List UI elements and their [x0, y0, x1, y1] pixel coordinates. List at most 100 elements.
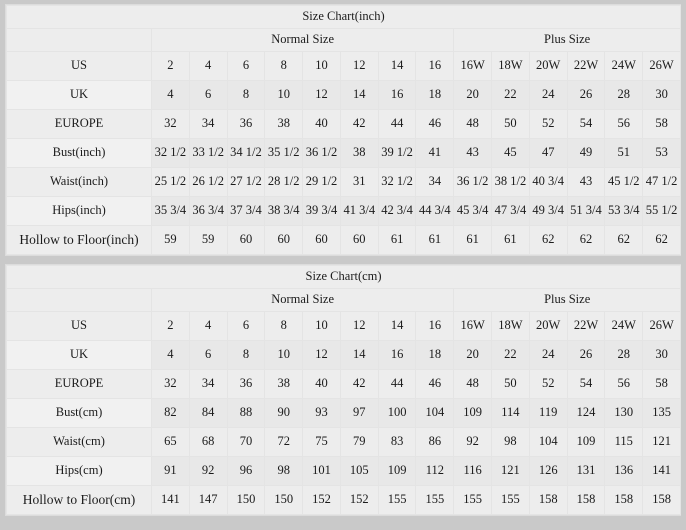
table-row: Hollow to Floor(cm) 141 147 150 150 152 152 155…: [6, 485, 682, 515]
table-cell: 51: [604, 138, 644, 168]
table-cell: 16: [377, 340, 417, 370]
table-cell: 93: [302, 398, 341, 428]
table-cell: 22W: [566, 51, 606, 81]
table-cell: 114: [491, 398, 530, 428]
table-cell: 14: [339, 80, 379, 110]
table-cell: 28 1/2: [264, 167, 304, 197]
table-cell: 152: [339, 485, 379, 515]
row-label: Hollow to Floor(inch): [6, 225, 152, 255]
table-cell: 46: [415, 109, 455, 139]
table-cell: 42: [339, 369, 379, 399]
table-cell: 22: [491, 340, 530, 370]
table-cell: 54: [566, 109, 606, 139]
table-cell: 65: [151, 427, 190, 457]
group-header-corner: [6, 288, 152, 312]
table-cell: 10: [302, 51, 341, 81]
table-cell: 33 1/2: [188, 138, 228, 168]
table-cell: 50: [491, 109, 530, 139]
table-cell: 18W: [491, 311, 530, 341]
table-cell: 119: [528, 398, 568, 428]
table-cell: 41 3/4: [339, 196, 379, 226]
table-cell: 152: [302, 485, 341, 515]
table-cell: 26: [566, 80, 606, 110]
table-row: UK 4 6 8 10 12 14 16 18 20 22 24 26 28 30: [6, 80, 681, 110]
table-cell: 24W: [604, 311, 644, 341]
table-cell: 52: [528, 369, 568, 399]
table-cell: 43: [453, 138, 493, 168]
row-label: Waist(cm): [6, 427, 152, 457]
row-label: Hips(cm): [6, 456, 152, 486]
table-cell: 16W: [453, 51, 493, 81]
table-cell: 28: [604, 80, 644, 110]
table-cell: 59: [188, 225, 228, 255]
table-cell: 4: [151, 340, 190, 370]
table-cell: 40: [302, 109, 341, 139]
table-cell: 26 1/2: [188, 167, 228, 197]
table-cell: 2: [151, 311, 190, 341]
table-cell: 49: [566, 138, 606, 168]
table-cell: 112: [415, 456, 455, 486]
table-row: Bust(cm) 82 84 88 90 93 97 100 104 109 114 119 124 13…: [6, 398, 682, 428]
table-cell: 20W: [528, 51, 568, 81]
size-chart-cm: Size Chart(cm) Normal Size Plus Size US 2 4 6 8…: [5, 265, 682, 515]
chart-title-row: Size Chart(inch): [6, 5, 681, 29]
table-cell: 121: [642, 427, 682, 457]
table-cell: 8: [226, 80, 266, 110]
table-cell: 104: [528, 427, 568, 457]
row-label: UK: [6, 340, 152, 370]
table-cell: 62: [566, 225, 606, 255]
table-cell: 92: [188, 456, 228, 486]
table-cell: 8: [264, 51, 304, 81]
table-cell: 48: [453, 369, 493, 399]
table-cell: 12: [302, 340, 341, 370]
table-cell: 98: [491, 427, 530, 457]
table-cell: 38 3/4: [264, 196, 304, 226]
size-chart-container: Size Chart(inch) Normal Size Plus Size US 2 4…: [5, 4, 682, 516]
table-cell: 100: [377, 398, 417, 428]
table-cell: 40 3/4: [528, 167, 568, 197]
table-cell: 60: [302, 225, 341, 255]
table-cell: 45 3/4: [453, 196, 493, 226]
table-cell: 47 1/2: [642, 167, 681, 197]
table-cell: 25 1/2: [151, 167, 190, 197]
table-cell: 35 1/2: [264, 138, 304, 168]
table-cell: 38: [264, 369, 304, 399]
table-cell: 34: [415, 167, 455, 197]
row-label: US: [6, 311, 152, 341]
group-header-corner: [6, 28, 152, 52]
group-header-normal-size: Normal Size: [150, 288, 455, 312]
table-cell: 124: [566, 398, 606, 428]
table-cell: 35 3/4: [151, 196, 190, 226]
table-cell: 4: [188, 51, 228, 81]
table-row: Hips(inch) 35 3/4 36 3/4 37 3/4 38 3/4 39 3/4…: [6, 196, 681, 226]
table-cell: 116: [453, 456, 493, 486]
table-cell: 91: [151, 456, 190, 486]
table-cell: 155: [377, 485, 417, 515]
table-cell: 86: [415, 427, 455, 457]
size-chart-block: Size Chart(cm) Normal Size Plus Size US 2 4 6 8…: [5, 264, 682, 516]
table-cell: 41: [415, 138, 455, 168]
table-cell: 82: [151, 398, 190, 428]
table-cell: 12: [302, 80, 341, 110]
group-header-row: Normal Size Plus Size: [6, 28, 681, 52]
table-cell: 6: [226, 51, 266, 81]
table-cell: 32 1/2: [377, 167, 417, 197]
table-cell: 109: [453, 398, 493, 428]
table-cell: 16: [415, 51, 455, 81]
table-cell: 6: [226, 311, 266, 341]
table-cell: 105: [339, 456, 379, 486]
table-cell: 54: [566, 369, 606, 399]
table-cell: 92: [453, 427, 493, 457]
table-cell: 24: [528, 80, 568, 110]
table-cell: 27 1/2: [226, 167, 266, 197]
table-cell: 8: [264, 311, 304, 341]
table-row: Hollow to Floor(inch) 59 59 60 60 60 60 61 61 61 6…: [6, 225, 681, 255]
table-cell: 14: [377, 311, 417, 341]
table-cell: 42: [339, 109, 379, 139]
table-cell: 47 3/4: [491, 196, 530, 226]
table-cell: 130: [604, 398, 644, 428]
table-cell: 34 1/2: [226, 138, 266, 168]
table-cell: 14: [377, 51, 417, 81]
table-cell: 44: [377, 369, 417, 399]
table-cell: 32: [151, 369, 190, 399]
